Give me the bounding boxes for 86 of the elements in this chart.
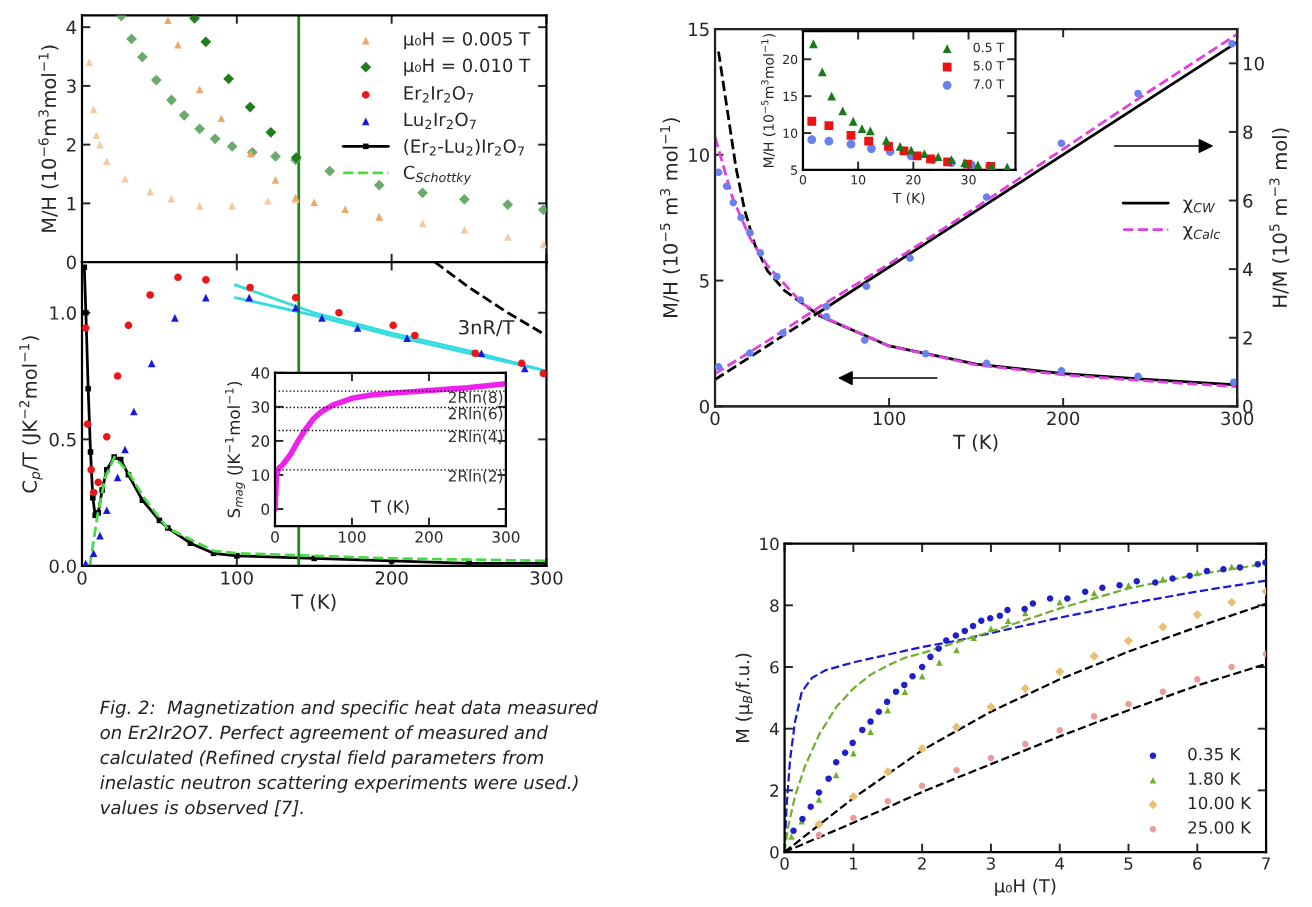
caption: Fig. 2: Magnetization and specific heat data measured on Er2Ir2O7. Perfect agreement of measured and calculated (Refined crystal field parameters from inelastic neutron scattering experiments were used.) values is observed [7]. [100, 700, 598, 817]
y-axis-title: M/H (10$^{−5}$m$^{3}$mol$^{−1}$) [761, 34, 776, 168]
x-tick-label: 100 [221, 571, 253, 585]
y-tick-label: 20 [783, 54, 798, 65]
legend-label: 1.80 K [1188, 772, 1241, 785]
y-axis-title: M/H (10$^{−5}$ m$^{3}$ mol$^{−1}$) [659, 118, 681, 317]
y-tick-label: 15 [689, 22, 709, 37]
legend-label: Lu$_{2}$Ir$_{2}$O$_{7}$ [404, 112, 476, 129]
y-tick-label: 8 [770, 599, 779, 612]
x-tick-label: 1 [849, 857, 858, 870]
y-tick-label: 15 [783, 91, 797, 102]
legend-label: 10.00 K [1188, 796, 1252, 810]
legend-label: 25.00 K [1188, 821, 1252, 834]
x-axis-title: T (K) [892, 192, 925, 205]
y-tick-label: 0 [261, 503, 270, 516]
x-tick-label: 5 [1124, 857, 1133, 870]
x-tick-label: 30 [961, 175, 976, 185]
y-tick-label: 4 [66, 20, 77, 35]
x-axis-title: T (K) [370, 500, 409, 515]
legend-label: Er$_{2}$Ir$_{2}$O$_{7}$ [404, 86, 474, 103]
y-tick-label: 3 [67, 79, 76, 94]
legend-label: 0.5 T [973, 42, 1005, 53]
legend-label: 5.0 T [973, 61, 1005, 71]
x-tick-label: 200 [1047, 411, 1080, 426]
x-tick-label: 100 [873, 411, 906, 426]
x-tick-label: 7 [1262, 857, 1270, 870]
x-tick-label: 0 [271, 531, 279, 543]
y-tick-label: 0 [66, 255, 76, 270]
y2-tick-label: 10 [1244, 56, 1264, 71]
y-axis-title: M (μ$_{B}$/f.u.) [735, 653, 753, 742]
x-tick-label: 0 [799, 175, 807, 185]
x-tick-label: 4 [1055, 857, 1065, 870]
annotation: 3nR/T [459, 319, 515, 337]
y2-axis-title: H/M (10$^{5}$ m$^{−3}$ mol) [1269, 128, 1290, 307]
y2-tick-label: 4 [1242, 262, 1253, 276]
y-axis-title: C$_{p}$/T (JK$^{−2}$mol$^{−1}$) [19, 336, 43, 493]
y-tick-label: 1.0 [50, 306, 76, 320]
x-tick-label: 300 [492, 531, 520, 543]
y-tick-label: 10 [252, 469, 270, 481]
y-tick-label: 10 [689, 148, 709, 162]
ref-line-label: 2Rln(2) [448, 469, 503, 484]
legend-label: χ$_{CW}$ [1183, 199, 1216, 214]
y-tick-label: 5 [700, 274, 709, 288]
y-tick-label: 6 [770, 660, 779, 674]
y-tick-label: 2 [770, 784, 779, 797]
legend-label: μ₀H = 0.005 T [404, 31, 531, 50]
y-tick-label: 0.0 [49, 559, 76, 574]
legend-label: C$_{Schottky}$ [403, 165, 472, 185]
y2-tick-label: 2 [1243, 331, 1252, 345]
x-axis-title: T (K) [953, 434, 998, 452]
y-tick-label: 0 [770, 846, 779, 859]
ref-line-label: 2Rln(4) [448, 430, 503, 445]
x-tick-label: 200 [375, 571, 408, 585]
ref-line-label: 2Rln(8) [448, 391, 503, 405]
x-tick-label: 100 [339, 531, 366, 543]
y-tick-label: 1 [67, 197, 76, 211]
x-axis-title: μ₀H (T) [995, 878, 1056, 897]
ref-line-label: 2Rln(6) [448, 407, 503, 422]
y-tick-label: 10 [783, 128, 798, 138]
legend-label: 7.0 T [973, 79, 1005, 89]
y-tick-label: 30 [251, 401, 270, 413]
y-tick-label: 40 [251, 367, 270, 379]
y-tick-label: 5 [791, 165, 797, 175]
y-tick-label: 0 [699, 399, 709, 414]
x-tick-label: 2 [918, 857, 926, 870]
x-tick-label: 200 [415, 531, 443, 543]
legend-label: (Er$_{2}$-Lu$_{2}$)Ir$_{2}$O$_{7}$ [404, 138, 524, 156]
y-tick-label: 20 [251, 435, 270, 447]
x-tick-label: 10 [851, 175, 866, 185]
x-tick-label: 0 [710, 411, 720, 426]
x-tick-label: 6 [1193, 857, 1202, 870]
y-axis-title: M/H (10$^{−6}$m$^{3}$mol$^{−1}$) [38, 45, 59, 232]
y-tick-label: 4 [769, 722, 779, 736]
x-tick-label: 0 [77, 571, 87, 585]
y-axis-title: S$_{mag}$ (JK$^{−1}$mol$^{−1}$) [224, 381, 246, 518]
legend-label: μ₀H = 0.010 T [404, 58, 531, 76]
x-axis-title: T (K) [291, 593, 336, 612]
legend-label: χ$_{Calc}$ [1183, 225, 1221, 240]
y2-tick-label: 6 [1243, 193, 1253, 208]
y-tick-label: 0.5 [49, 432, 76, 447]
y2-tick-label: 8 [1243, 125, 1253, 140]
x-tick-label: 300 [530, 571, 563, 585]
x-tick-label: 3 [986, 857, 995, 870]
legend-label: 0.35 K [1188, 747, 1241, 761]
y-tick-label: 2 [66, 138, 76, 152]
x-tick-label: 20 [906, 175, 921, 185]
